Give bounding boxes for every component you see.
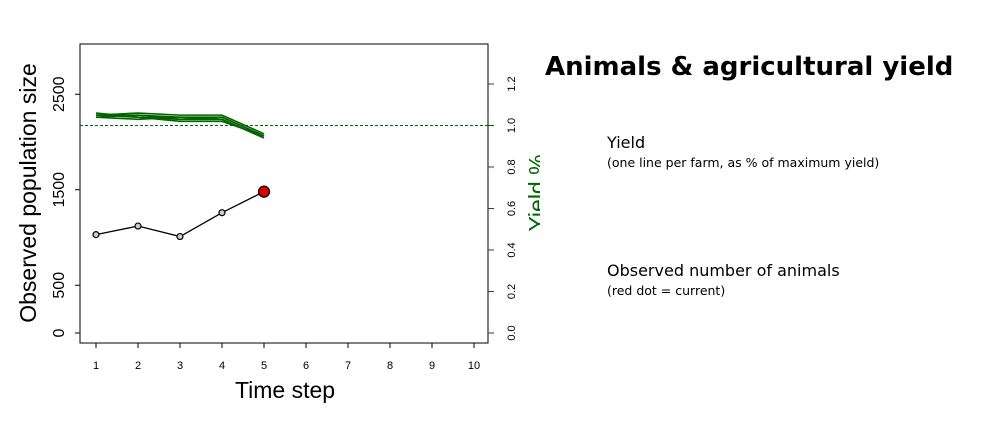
- left-axis-ticks: 0 500 1500 2500: [51, 76, 80, 337]
- legend-population-title: Observed number of animals: [607, 261, 840, 280]
- x-tick-label: 2: [135, 360, 141, 372]
- legend-yield-title: Yield: [607, 133, 646, 152]
- right-tick-label: 0.8: [506, 159, 518, 174]
- right-tick-label: 0.0: [506, 325, 518, 340]
- population-point: [176, 232, 184, 241]
- x-tick-label: 9: [429, 360, 435, 372]
- x-tick-label: 7: [345, 360, 351, 372]
- panel-title: Animals & agricultural yield: [545, 52, 954, 82]
- right-axis-title: Yield %: [524, 154, 540, 231]
- right-tick-label: 0.4: [506, 242, 518, 257]
- legend-population-subtitle: (red dot = current): [607, 283, 726, 298]
- left-tick-label: 2500: [51, 76, 68, 112]
- population-current-dot: [257, 185, 271, 198]
- population-point: [134, 222, 142, 230]
- plot-frame: [79, 43, 489, 344]
- x-tick-label: 5: [261, 360, 267, 372]
- x-tick-label: 4: [219, 360, 225, 372]
- x-tick-label: 1: [93, 360, 99, 372]
- left-tick-label: 500: [51, 272, 68, 299]
- right-axis-ticks: 0.0 0.2 0.4 0.6 0.8 1.0 1.2: [488, 76, 518, 341]
- population-yield-chart: 1 2 3 4 5 6 7 8 9 10 0 500 1500 2500 0.0 0.2 0.4 0.6 0.8…: [15, 43, 540, 403]
- population-line: [95, 191, 265, 238]
- yield-lines-group: [95, 112, 265, 139]
- x-axis-ticks: 1 2 3 4 5 6 7 8 9 10: [93, 343, 480, 372]
- yield-line-farm-4: [95, 112, 265, 135]
- population-series-group: [92, 185, 271, 241]
- yield-line-farm-5: [95, 116, 265, 139]
- x-tick-label: 6: [303, 360, 309, 372]
- population-point: [92, 231, 100, 239]
- x-tick-label: 10: [468, 360, 480, 372]
- yield-line-farm-6: [96, 114, 265, 137]
- population-point: [218, 209, 226, 217]
- left-tick-label: 0: [51, 328, 68, 337]
- right-tick-label: 1.2: [506, 76, 518, 91]
- legend-yield-subtitle: (one line per farm, as % of maximum yiel…: [607, 155, 880, 170]
- x-tick-label: 8: [387, 360, 393, 372]
- x-axis-title: Time step: [235, 377, 335, 403]
- x-tick-label: 3: [177, 360, 183, 372]
- left-tick-label: 1500: [51, 172, 68, 208]
- right-tick-label: 0.2: [506, 284, 518, 299]
- right-tick-label: 0.6: [506, 201, 518, 216]
- right-tick-label: 1.0: [506, 118, 518, 133]
- left-axis-title: Observed population size: [15, 63, 41, 323]
